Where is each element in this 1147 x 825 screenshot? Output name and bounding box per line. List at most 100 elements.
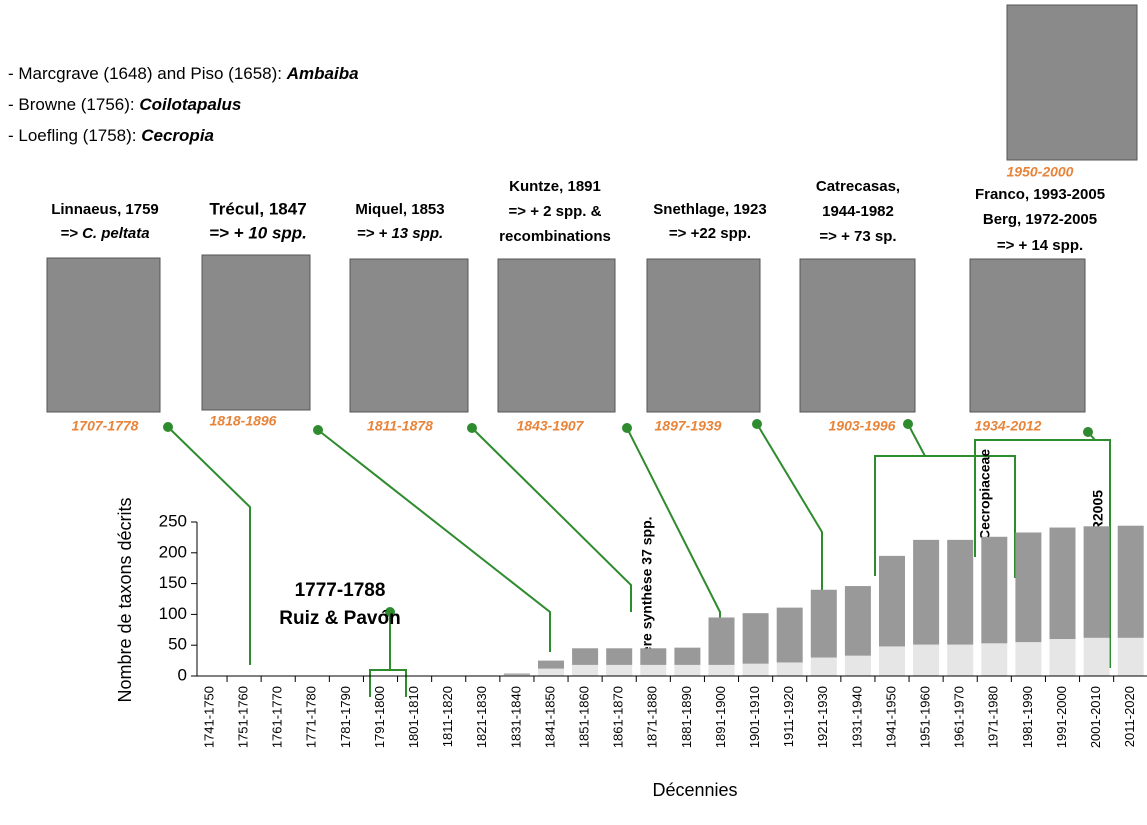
person-label: => + 2 spp. & bbox=[509, 203, 602, 220]
x-tick-label: 1821-1830 bbox=[474, 686, 489, 748]
connector-dot bbox=[163, 422, 173, 432]
header-line: - Browne (1756): Coilotapalus bbox=[8, 95, 241, 114]
x-tick-label: 1911-1920 bbox=[781, 686, 796, 747]
connector-dot bbox=[1083, 427, 1093, 437]
y-axis-label: Nombre de taxons décrits bbox=[115, 497, 135, 702]
connector-dot bbox=[313, 425, 323, 435]
bar-segment bbox=[1015, 532, 1042, 643]
bar-segment bbox=[708, 664, 735, 676]
bar-segment bbox=[776, 607, 803, 663]
bar-segment bbox=[538, 668, 564, 676]
bar-segment bbox=[1049, 639, 1076, 676]
person-label: Linnaeus, 1759 bbox=[51, 201, 159, 218]
bar-segment bbox=[913, 644, 940, 676]
bar-segment bbox=[503, 673, 530, 675]
connector bbox=[369, 612, 407, 697]
x-tick-label: 1991-2000 bbox=[1054, 686, 1069, 748]
genus: Ambaiba bbox=[286, 64, 359, 83]
person-dates: 1818-1896 bbox=[210, 413, 277, 429]
connector bbox=[167, 426, 251, 665]
x-tick-label: 1841-1850 bbox=[542, 686, 557, 748]
bar-segment bbox=[572, 648, 599, 665]
annotation: 1777-1788 bbox=[295, 580, 386, 601]
x-tick-label: 1781-1790 bbox=[338, 686, 353, 748]
connector bbox=[317, 429, 551, 652]
bar-segment bbox=[947, 539, 974, 645]
header-line: - Loefling (1758): Cecropia bbox=[8, 126, 214, 145]
x-tick-label: 1861-1870 bbox=[611, 686, 626, 748]
person-label: => +22 spp. bbox=[669, 225, 751, 242]
y-tick-label: 150 bbox=[159, 573, 187, 592]
genus: Coilotapalus bbox=[139, 95, 241, 114]
connector bbox=[874, 423, 1016, 578]
x-tick-label: 1881-1890 bbox=[679, 686, 694, 748]
x-tick-label: 1921-1930 bbox=[815, 686, 830, 748]
x-tick-label: 1931-1940 bbox=[849, 686, 864, 748]
bar-segment bbox=[844, 586, 871, 656]
x-tick-label: 1761-1770 bbox=[270, 686, 285, 748]
x-tick-label: 1831-1840 bbox=[508, 686, 523, 748]
bar-segment bbox=[913, 539, 940, 645]
bar-segment bbox=[708, 617, 735, 665]
bar-segment bbox=[1049, 527, 1076, 640]
bar-segment bbox=[810, 589, 837, 658]
connector bbox=[756, 423, 823, 600]
y-tick-label: 50 bbox=[168, 635, 187, 654]
bar-segment bbox=[503, 674, 530, 676]
bar-segment bbox=[810, 657, 837, 676]
bar-segment bbox=[606, 664, 633, 676]
bar-segment bbox=[1083, 637, 1110, 676]
header-text: - Browne (1756): bbox=[8, 95, 139, 114]
annotation: Cecropiaceae bbox=[977, 449, 993, 540]
bar-segment bbox=[742, 663, 769, 676]
header-line: - Marcgrave (1648) and Piso (1658): Amba… bbox=[8, 64, 359, 83]
portrait bbox=[799, 258, 916, 413]
bar-segment bbox=[981, 536, 1008, 644]
bar-segment bbox=[1083, 526, 1110, 638]
bar-segment bbox=[742, 613, 769, 664]
bar-segment bbox=[572, 664, 599, 676]
x-tick-label: 1871-1880 bbox=[645, 686, 660, 748]
connector-dot bbox=[385, 607, 395, 617]
connector-dot bbox=[752, 419, 762, 429]
x-tick-label: 1941-1950 bbox=[883, 686, 898, 748]
bar-segment bbox=[1117, 637, 1144, 676]
x-tick-label: 1791-1800 bbox=[372, 686, 387, 748]
x-axis-label: Décennies bbox=[652, 780, 737, 800]
bar-segment bbox=[1117, 525, 1144, 638]
person-dates: 1934-2012 bbox=[975, 418, 1042, 434]
connector-dot bbox=[622, 423, 632, 433]
person-label: Catrecasas, bbox=[816, 178, 900, 195]
x-tick-label: 1981-1990 bbox=[1020, 686, 1035, 748]
bar-segment bbox=[776, 662, 803, 676]
person-label: Miquel, 1853 bbox=[355, 201, 444, 218]
annotation: 1ère synthèse 37 spp. bbox=[639, 516, 655, 662]
bar-segment bbox=[606, 648, 633, 665]
bar-segment bbox=[1015, 642, 1042, 676]
connector bbox=[471, 427, 632, 612]
header-text: - Loefling (1758): bbox=[8, 126, 141, 145]
x-tick-label: 1851-1860 bbox=[577, 686, 592, 748]
bar-segment bbox=[844, 655, 871, 676]
person-label: Snethlage, 1923 bbox=[653, 201, 766, 218]
portrait bbox=[646, 258, 761, 413]
bar-segment bbox=[879, 555, 905, 647]
x-tick-label: 1971-1980 bbox=[986, 686, 1001, 748]
person-dates: 1843-1907 bbox=[517, 418, 585, 434]
portrait bbox=[969, 258, 1086, 413]
connectors bbox=[163, 419, 1111, 697]
portrait bbox=[497, 258, 616, 413]
person-dates: 1811-1878 bbox=[367, 418, 433, 434]
header-text: - Marcgrave (1648) and Piso (1658): bbox=[8, 64, 287, 83]
portrait bbox=[349, 258, 469, 413]
y-tick-label: 200 bbox=[159, 542, 187, 561]
portrait bbox=[201, 254, 311, 411]
x-tick-label: 1811-1820 bbox=[440, 686, 455, 747]
x-tick-label: 1891-1900 bbox=[713, 686, 728, 748]
bar-segment bbox=[981, 643, 1008, 676]
person-label: Trécul, 1847 bbox=[209, 199, 306, 218]
bar-segment bbox=[674, 664, 701, 676]
x-tick-label: 1751-1760 bbox=[236, 686, 251, 748]
annotation: Ruiz & Pavón bbox=[279, 608, 400, 629]
